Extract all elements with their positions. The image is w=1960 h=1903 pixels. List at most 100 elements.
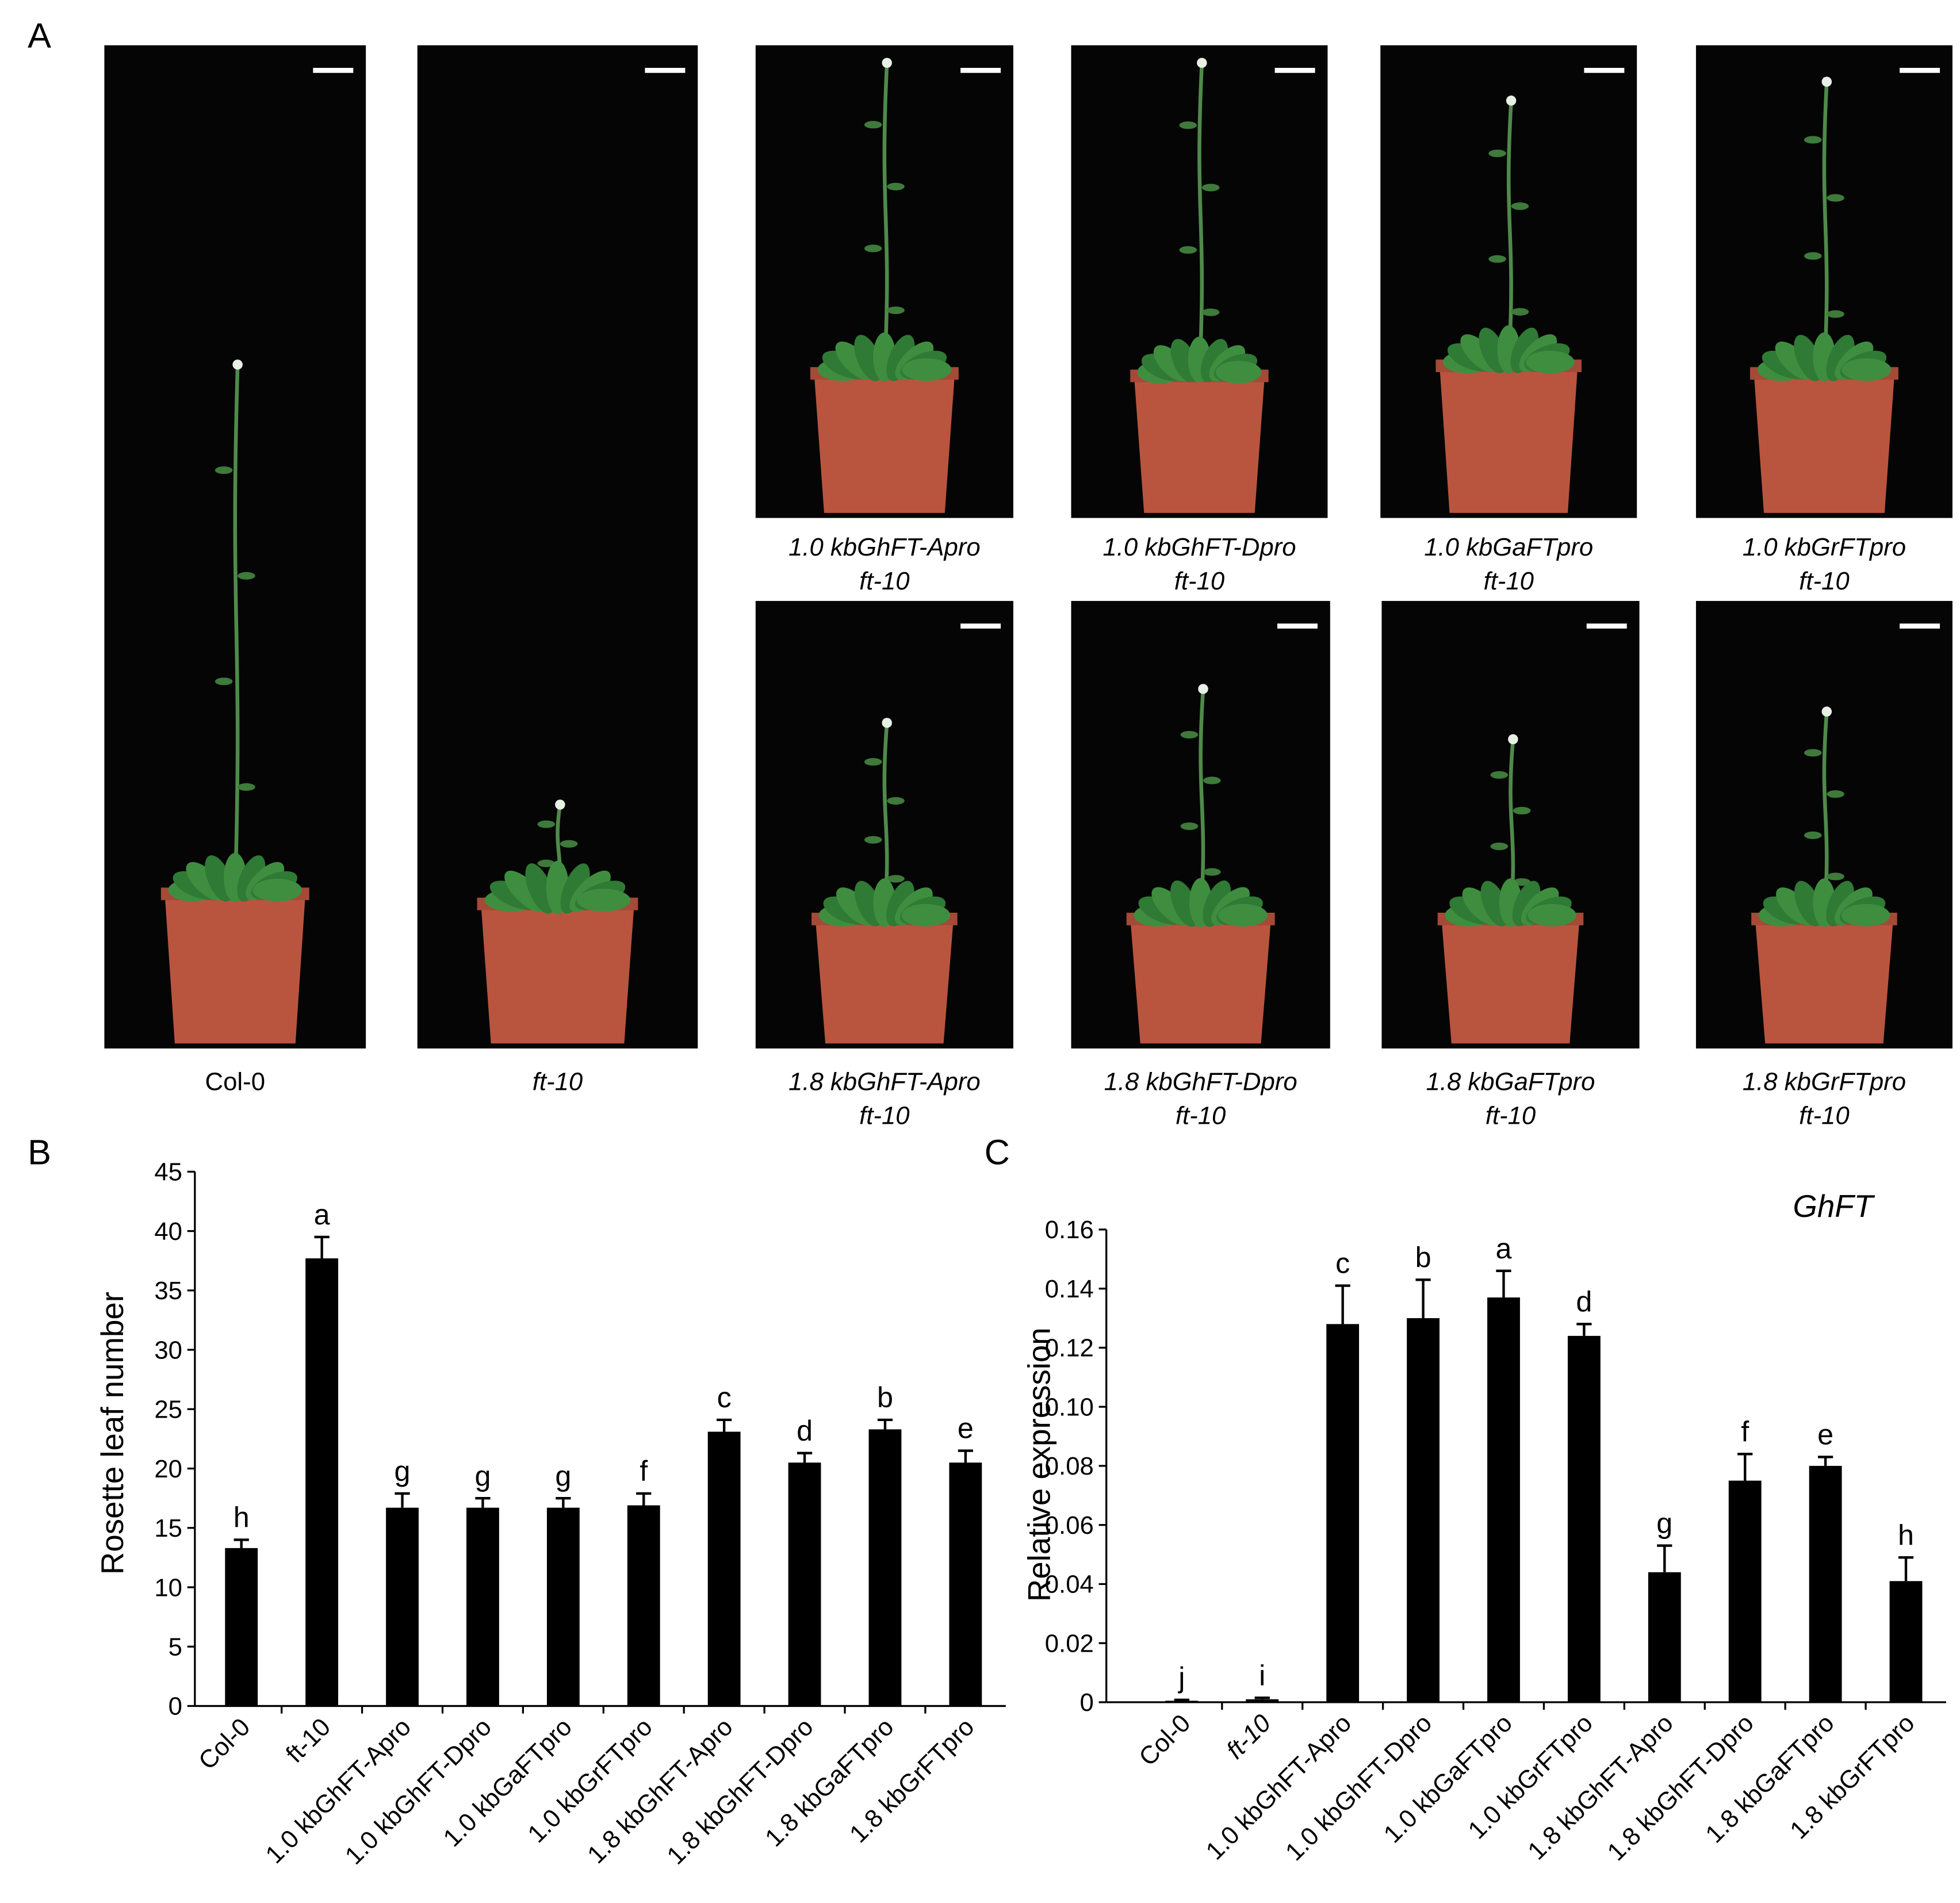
rosette-leaf: [252, 879, 303, 902]
photo-caption: ft-10: [1176, 1101, 1226, 1129]
y-tick-label: 0.10: [1045, 1393, 1094, 1421]
photo-caption: ft-10: [1799, 1101, 1849, 1129]
plant-leaf: [864, 836, 882, 844]
plant-flower: [555, 799, 565, 810]
photo: [1695, 600, 1953, 1049]
plant-leaf: [537, 820, 556, 828]
plant-pot: [1755, 917, 1894, 1044]
photo-caption: 1.0 kbGhFT-Dpro: [1102, 533, 1296, 561]
y-tick-label: 0.14: [1045, 1275, 1094, 1303]
panel-label: C: [985, 1132, 1010, 1171]
error-bar: [475, 1496, 491, 1508]
photo: [1695, 45, 1953, 518]
plant-leaf: [864, 758, 882, 766]
photo-caption: ft-10: [1799, 567, 1849, 595]
bar: [1326, 1324, 1360, 1702]
rosette-leaf: [1842, 358, 1892, 381]
rosette-leaf: [902, 358, 952, 381]
plant-leaf: [1804, 749, 1822, 757]
error-bar: [717, 1418, 732, 1432]
plant-pot: [1441, 917, 1580, 1044]
y-tick-label: 25: [154, 1396, 182, 1424]
y-tick-label: 0.02: [1045, 1629, 1094, 1657]
photo-caption: ft-10: [533, 1067, 583, 1096]
significance-letter: g: [1656, 1507, 1672, 1540]
plant-leaf: [1827, 790, 1844, 798]
photo: [417, 45, 698, 1049]
plant-leaf: [1203, 868, 1221, 876]
y-tick-label: 20: [154, 1455, 182, 1483]
plant-pot: [814, 372, 955, 513]
plant-leaf: [887, 306, 905, 315]
error-bar: [1174, 1698, 1189, 1701]
plant-stem: [1506, 100, 1513, 365]
plant-leaf: [1513, 806, 1531, 815]
significance-letter: d: [797, 1414, 813, 1447]
rosette-leaf: [1512, 880, 1541, 926]
error-bar: [1335, 1284, 1350, 1324]
plant-leaf: [1511, 308, 1529, 316]
plant-flower: [232, 359, 243, 370]
plant-flower: [882, 718, 892, 728]
y-tick-label: 15: [154, 1514, 182, 1542]
photo-caption: ft-10: [1174, 567, 1224, 595]
plant-pot: [164, 893, 306, 1044]
rosette-leaf: [1218, 903, 1268, 927]
error-bar: [314, 1235, 330, 1259]
plant-leaf: [1488, 150, 1506, 158]
rosette-leaf: [576, 889, 631, 912]
error-bar: [233, 1538, 249, 1548]
plant-flower: [1197, 58, 1207, 68]
plant-stem: [1199, 688, 1205, 918]
significance-letter: g: [395, 1454, 411, 1487]
photo-caption: ft-10: [859, 567, 909, 595]
significance-letter: f: [1741, 1415, 1750, 1448]
significance-letter: j: [1177, 1661, 1185, 1694]
plant-leaf: [1804, 831, 1822, 839]
plant-leaf: [1490, 843, 1509, 851]
photo-caption: 1.0 kbGhFT-Apro: [788, 533, 981, 561]
significance-letter: c: [717, 1381, 732, 1414]
photo-caption: Col-0: [205, 1067, 265, 1096]
photo-caption: 1.8 kbGrFTpro: [1743, 1067, 1906, 1096]
rosette-leaf: [1526, 350, 1575, 374]
photo-caption: 1.0 kbGaFTpro: [1424, 533, 1593, 561]
annotation: GhFT: [1793, 1189, 1875, 1224]
plant-pot: [815, 917, 954, 1044]
plant-flower: [882, 58, 892, 68]
rosette-leaf: [1510, 327, 1539, 373]
y-tick-label: 0.12: [1045, 1334, 1094, 1362]
y-tick-label: 40: [154, 1217, 182, 1246]
photo: [1071, 45, 1328, 518]
significance-letter: f: [640, 1454, 648, 1487]
photo: [1071, 600, 1330, 1049]
bar: [466, 1507, 499, 1706]
significance-letter: a: [1495, 1232, 1511, 1265]
significance-letter: e: [1817, 1418, 1833, 1451]
photo-caption: ft-10: [1483, 567, 1533, 595]
plant-leaf: [238, 783, 255, 791]
error-bar: [877, 1418, 893, 1430]
bar: [546, 1507, 580, 1706]
y-tick-label: 0.04: [1045, 1571, 1094, 1599]
error-bar: [797, 1452, 813, 1463]
plant-stem: [1197, 63, 1204, 375]
error-bar: [1737, 1453, 1753, 1481]
rosette-leaf: [1826, 335, 1855, 381]
rosette-leaf: [886, 335, 915, 381]
error-bar: [1415, 1278, 1431, 1319]
rosette-leaf: [560, 863, 590, 914]
photo-caption: ft-10: [1486, 1101, 1536, 1129]
error-bar: [1898, 1556, 1914, 1582]
y-axis-label: Rosette leaf number: [95, 1292, 130, 1575]
photo-caption: 1.8 kbGhFT-Apro: [788, 1067, 981, 1096]
plant-pot: [1439, 364, 1578, 513]
photo-caption: 1.0 kbGrFTpro: [1743, 533, 1906, 561]
significance-letter: d: [1576, 1285, 1592, 1318]
y-tick-label: 0: [169, 1693, 182, 1721]
plant-leaf: [1180, 822, 1199, 830]
bar: [305, 1258, 339, 1706]
bar: [1246, 1699, 1279, 1702]
rosette-leaf: [886, 880, 914, 926]
